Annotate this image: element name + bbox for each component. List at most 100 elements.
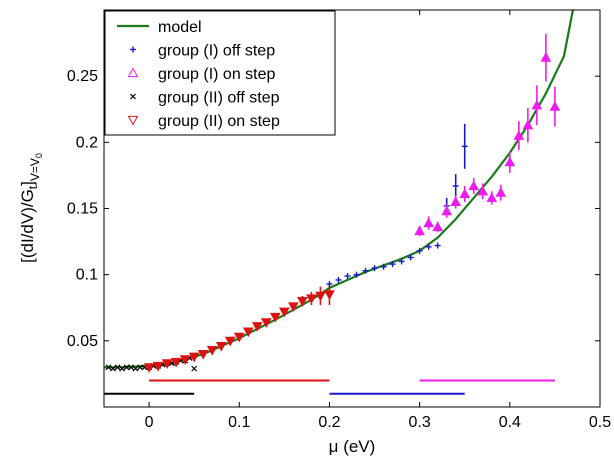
data-point [344, 272, 351, 279]
data-point [110, 365, 116, 372]
data-point [540, 52, 552, 62]
x-tick-label: 0.1 [228, 414, 250, 431]
data-point [531, 99, 543, 110]
legend-item-g2off: group (II) off step [130, 90, 280, 107]
legend-label: model [158, 19, 202, 36]
y-tick-label: 0.25 [67, 68, 98, 85]
legend-marker [130, 46, 136, 53]
data-point [459, 188, 471, 199]
series-g1off [326, 123, 468, 287]
x-axis-ticks: 0 0.1 0.2 0.3 0.4 0.5 [145, 10, 611, 431]
legend-item-g1off: group (I) off step [130, 43, 275, 60]
data-point [191, 365, 198, 372]
series-layer [105, 33, 561, 373]
data-point [170, 357, 182, 368]
data-point [486, 192, 498, 203]
data-point [137, 364, 143, 371]
data-point [407, 254, 414, 261]
data-point [423, 217, 435, 228]
data-point [206, 345, 218, 356]
y-axis-label-v-subscript: V=V [28, 158, 42, 181]
legend-marker [130, 93, 136, 100]
data-point [414, 225, 425, 236]
data-point [441, 205, 453, 216]
legend-item-model: model [117, 19, 202, 36]
data-point [398, 258, 405, 265]
data-point [504, 156, 516, 167]
data-point [432, 221, 444, 232]
legend: model group (I) off step group (I) on step… [104, 10, 336, 136]
y-axis-label: [(dI/dV)/Gt]V=V0 [18, 153, 44, 263]
data-point [513, 130, 525, 140]
data-point [315, 291, 326, 302]
legend-item-g2on: group (II) on step [127, 113, 280, 130]
data-point [128, 364, 134, 371]
range-bars [104, 379, 555, 395]
data-point [425, 243, 432, 250]
y-tick-label: 0.15 [67, 201, 98, 218]
data-point [215, 342, 227, 352]
x-tick-label: 0 [145, 414, 154, 431]
data-point [224, 336, 236, 347]
data-point [389, 261, 396, 268]
y-axis-label-zero-subscript: 0 [34, 153, 44, 158]
data-point [152, 361, 164, 372]
data-point [380, 263, 387, 270]
data-point [353, 271, 360, 278]
legend-marker [127, 115, 139, 126]
data-point [416, 247, 423, 254]
y-tick-label: 0.05 [67, 333, 98, 350]
data-point [123, 364, 130, 371]
data-point [132, 365, 139, 372]
x-tick-label: 0.2 [318, 414, 340, 431]
legend-marker [127, 67, 139, 78]
data-point [495, 187, 507, 197]
data-point [452, 183, 459, 190]
y-axis-label-t-subscript: t [26, 185, 40, 189]
data-point [242, 327, 254, 338]
data-point [297, 297, 308, 307]
data-point [450, 196, 462, 206]
legend-label: group (I) on step [158, 66, 276, 83]
series-g1on [414, 33, 561, 237]
data-point [279, 307, 290, 318]
data-point [161, 359, 173, 369]
series-g2on [143, 283, 335, 373]
data-point [105, 364, 112, 371]
x-tick-label: 0.5 [589, 414, 611, 431]
y-tick-label: 0.2 [76, 134, 98, 151]
y-axis-label-bracket: ] [18, 181, 37, 186]
data-point [371, 265, 378, 272]
data-point [197, 349, 209, 360]
data-point [335, 276, 342, 283]
data-point [461, 143, 468, 150]
data-point [143, 363, 155, 373]
legend-label: group (II) off step [158, 90, 280, 107]
x-tick-label: 0.4 [499, 414, 521, 431]
data-point [251, 322, 263, 332]
data-point [522, 119, 534, 130]
data-point [324, 290, 335, 301]
legend-label: group (II) on step [158, 113, 280, 130]
data-point [233, 332, 245, 343]
data-point [288, 302, 299, 312]
data-point [549, 101, 561, 111]
y-axis-ticks: 0.05 0.1 0.15 0.2 0.25 [67, 68, 600, 350]
data-point [188, 352, 200, 363]
legend-label: group (I) off step [158, 43, 275, 60]
legend-item-g1on: group (I) on step [127, 66, 276, 83]
data-point [306, 294, 317, 305]
data-point [434, 242, 441, 249]
data-point [362, 267, 369, 274]
data-point [179, 355, 191, 365]
y-tick-label: 0.1 [76, 267, 98, 284]
x-tick-label: 0.3 [409, 414, 431, 431]
data-point [326, 280, 333, 287]
data-point [260, 318, 272, 328]
data-point [269, 312, 281, 323]
data-point [114, 364, 121, 371]
data-point [468, 180, 480, 191]
legend-box [104, 10, 336, 136]
y-axis-label-main: [(dI/dV)/G [18, 189, 37, 263]
